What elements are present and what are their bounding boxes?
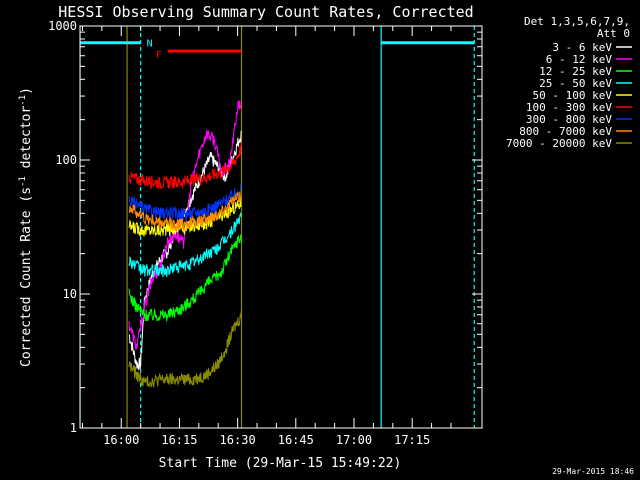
- plot-frame: [79, 25, 483, 429]
- x-tick-label-3: 16:45: [278, 433, 314, 447]
- y-tick-label-3: 1000: [48, 19, 77, 33]
- y-axis-label-end: ): [19, 87, 34, 95]
- legend-label-6: 300 - 800 keV: [526, 113, 612, 126]
- x-axis-label: Start Time (29-Mar-15 15:49:22): [159, 456, 402, 471]
- legend-label-3: 25 - 50 keV: [539, 77, 612, 90]
- y-axis-label-sup-2: -1: [18, 95, 28, 106]
- series-line-8: [128, 310, 242, 388]
- y-tick-label-2: 100: [55, 153, 77, 167]
- x-tick-label-5: 17:15: [394, 433, 430, 447]
- series-line-4: [128, 198, 242, 238]
- x-tick-label-0: 16:00: [103, 433, 139, 447]
- y-axis-label-mid: detector: [19, 106, 34, 177]
- legend-label-0: 3 - 6 keV: [552, 41, 612, 54]
- x-tick-label-4: 17:00: [336, 433, 372, 447]
- plot-area: NF 16:00 16:15 16:30 16:45 17:00 17:15 1 10 100 1…: [48, 19, 483, 447]
- series-line-3: [128, 212, 242, 278]
- legend-label-5: 100 - 300 keV: [526, 101, 612, 114]
- y-axis-label-sup-1: -1: [18, 176, 28, 187]
- chart-title: HESSI Observing Summary Count Rates, Cor…: [58, 3, 473, 21]
- legend-label-4: 50 - 100 keV: [533, 89, 613, 102]
- x-tick-label-2: 16:30: [220, 433, 256, 447]
- x-tick-label-1: 16:15: [161, 433, 197, 447]
- legend-label-8: 7000 - 20000 keV: [506, 137, 612, 150]
- y-tick-label-1: 10: [63, 287, 77, 301]
- legend-header-2: Att 0: [597, 27, 630, 40]
- annotation-f: F: [156, 50, 162, 61]
- legend-label-1: 6 - 12 keV: [546, 53, 613, 66]
- y-axis-label: Corrected Count Rate (s-1 detector-1): [18, 87, 34, 367]
- timestamp: 29-Mar-2015 18:46: [552, 467, 634, 476]
- series-line-2: [128, 234, 242, 322]
- y-axis-label-main: Corrected Count Rate (s: [19, 187, 34, 367]
- series-line-6: [128, 184, 242, 221]
- series-line-5: [128, 142, 242, 190]
- legend-header-1: Det 1,3,5,6,7,9,: [524, 15, 630, 28]
- legend-label-7: 800 - 7000 keV: [519, 125, 612, 138]
- legend-label-2: 12 - 25 keV: [539, 65, 612, 78]
- series-line-7: [128, 191, 242, 232]
- annotation-n: N: [147, 39, 153, 50]
- y-tick-label-0: 1: [70, 421, 77, 435]
